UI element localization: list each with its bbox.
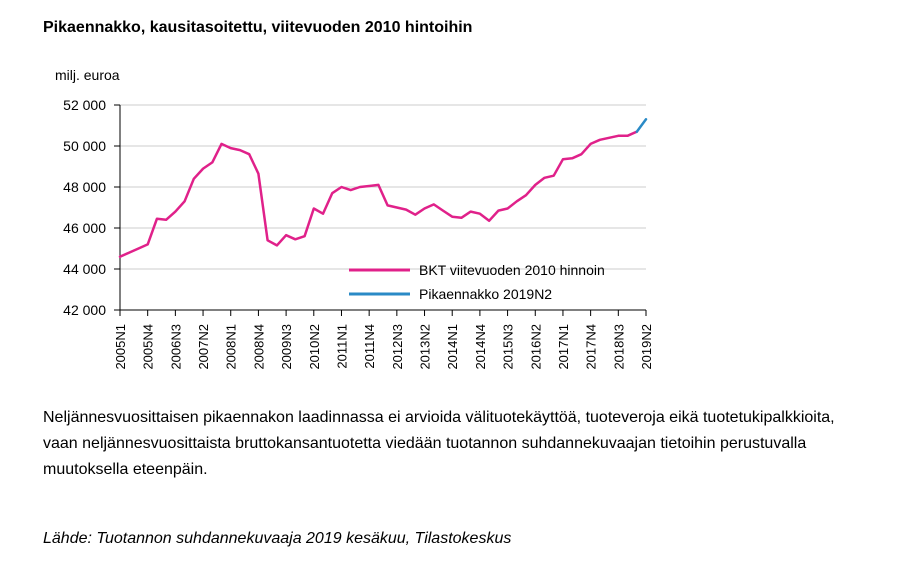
x-tick-label: 2018N3 [611,324,626,370]
source-text: Lähde: Tuotannon suhdannekuvaaja 2019 ke… [43,530,512,547]
x-tick-label: 2017N4 [584,324,599,370]
description-text: Neljännesvuosittaisen pikaennakon laadin… [43,409,835,478]
x-tick-label: 2008N4 [251,324,266,370]
line-chart: milj. euroa 42 000 44 000 46 000 48 000 50 0… [55,67,654,370]
legend-label: BKT viitevuoden 2010 hinnoin [419,262,605,278]
x-tick-label: 2010N2 [307,324,322,370]
x-tick-label: 2012N3 [390,324,405,370]
x-tick-label: 2014N1 [445,324,460,370]
x-tick-label: 2016N2 [528,324,543,370]
x-tick-label: 2011N1 [334,324,349,369]
y-tick-label: 42 000 [63,302,106,318]
x-tick-label: 2013N2 [418,324,433,370]
x-tick-label: 2005N1 [113,324,128,370]
x-tick-label: 2011N4 [362,324,377,369]
y-tick-label: 50 000 [63,138,106,154]
y-tick-label: 46 000 [63,220,106,236]
x-axis: 2005N1 2005N4 2006N3 2007N2 2008N1 2008N4 2009… [113,309,654,370]
y-axis: 42 000 44 000 46 000 48 000 50 000 52 000 [63,97,121,318]
series-line-bkt [118,130,639,258]
gridlines [120,104,646,270]
series-lines [118,118,648,258]
x-tick-label: 2017N1 [556,324,571,370]
x-tick-label: 2014N4 [473,324,488,370]
y-tick-label: 44 000 [63,261,106,277]
x-tick-label: 2009N3 [279,324,294,370]
legend-label: Pikaennakko 2019N2 [419,286,552,302]
y-tick-label: 48 000 [63,179,106,195]
x-tick-label: 2007N2 [196,324,211,370]
x-tick-label: 2006N3 [168,324,183,370]
x-tick-label: 2005N4 [141,324,156,370]
series-line-pikaennakko [635,118,648,133]
x-tick-label: 2015N3 [501,324,516,370]
y-tick-label: 52 000 [63,97,106,113]
x-tick-label: 2008N1 [224,324,239,370]
x-tick-label: 2019N2 [639,324,654,370]
y-axis-unit-label: milj. euroa [55,67,120,83]
chart-title: Pikaennakko, kausitasoitettu, viitevuode… [43,19,473,36]
legend: BKT viitevuoden 2010 hinnoin Pikaennakko … [349,262,605,302]
